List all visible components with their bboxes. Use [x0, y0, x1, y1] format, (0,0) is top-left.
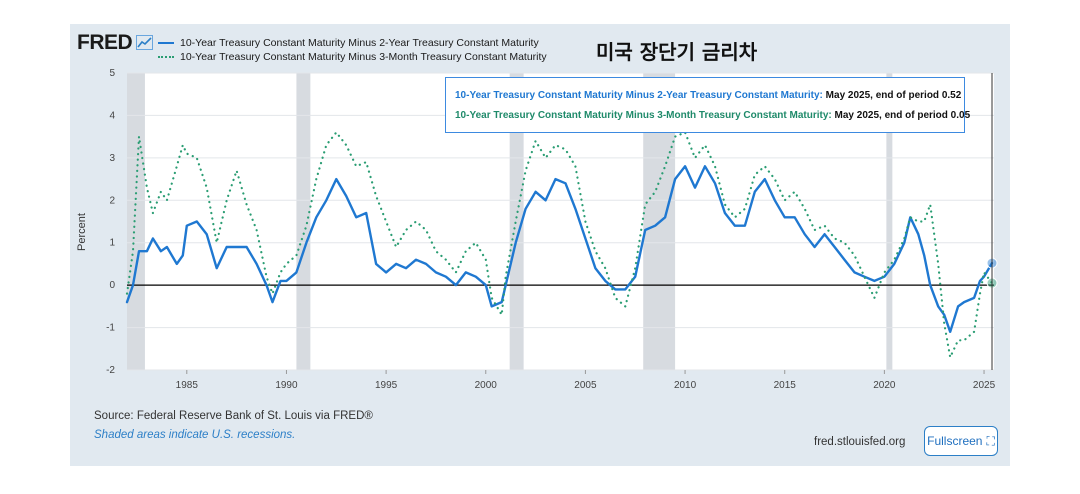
- recession-band: [509, 73, 524, 370]
- recession-band: [886, 73, 893, 370]
- x-tick-label: 2015: [774, 380, 797, 391]
- legend-label: 10-Year Treasury Constant Maturity Minus…: [180, 51, 547, 63]
- series-line-10y-2y[interactable]: [125, 165, 994, 333]
- fred-logo[interactable]: FRED: [77, 31, 133, 54]
- legend-item-series-b[interactable]: 10-Year Treasury Constant Maturity Minus…: [158, 50, 547, 64]
- legend-label: 10-Year Treasury Constant Maturity Minus…: [180, 37, 539, 49]
- y-axis-label: Percent: [76, 213, 88, 251]
- fullscreen-label: Fullscreen: [927, 434, 983, 448]
- tooltip-row-series-b: 10-Year Treasury Constant Maturity Minus…: [455, 106, 970, 126]
- x-tick-label: 2010: [674, 380, 697, 391]
- y-tick-label: 0: [109, 280, 115, 291]
- hover-tooltip: 10-Year Treasury Constant Maturity Minus…: [445, 77, 970, 133]
- tooltip-series-name: 10-Year Treasury Constant Maturity Minus…: [455, 90, 823, 101]
- recession-note-link[interactable]: Shaded areas indicate U.S. recessions.: [94, 429, 296, 441]
- site-link[interactable]: fred.stlouisfed.org: [814, 436, 906, 448]
- x-tick-label: 2000: [475, 380, 498, 391]
- y-tick-label: -2: [106, 365, 115, 376]
- tooltip-series-name: 10-Year Treasury Constant Maturity Minus…: [455, 110, 832, 121]
- korean-title: 미국 장단기 금리차: [596, 40, 758, 64]
- y-tick-label: 2: [109, 195, 115, 206]
- legend-swatch-dotted: [158, 56, 174, 58]
- series-line-10y-3m[interactable]: [125, 131, 994, 359]
- expand-icon: ⛶: [986, 433, 995, 448]
- x-tick-label: 2005: [574, 380, 597, 391]
- source-note: Source: Federal Reserve Bank of St. Loui…: [94, 410, 373, 422]
- legend-item-series-a[interactable]: 10-Year Treasury Constant Maturity Minus…: [158, 36, 547, 50]
- y-tick-label: 5: [109, 68, 115, 79]
- y-tick-label: 3: [109, 153, 115, 164]
- tooltip-row-series-a: 10-Year Treasury Constant Maturity Minus…: [455, 86, 964, 106]
- y-tick-label: -1: [106, 323, 115, 334]
- x-tick-label: 1995: [375, 380, 398, 391]
- y-tick-label: 4: [109, 110, 115, 121]
- x-tick-label: 2020: [873, 380, 896, 391]
- x-tick-label: 2025: [973, 380, 996, 391]
- x-tick-label: 1990: [275, 380, 298, 391]
- tooltip-series-value: May 2025, end of period 0.05: [834, 110, 971, 121]
- recession-band: [296, 73, 311, 370]
- chart-legend: 10-Year Treasury Constant Maturity Minus…: [158, 36, 547, 64]
- x-tick-label: 1985: [176, 380, 199, 391]
- legend-swatch-solid: [158, 42, 174, 44]
- line-chart-icon: [136, 35, 153, 50]
- y-tick-label: 1: [109, 238, 115, 249]
- fullscreen-button[interactable]: Fullscreen ⛶: [924, 426, 998, 456]
- recession-band: [127, 73, 145, 370]
- tooltip-series-value: May 2025, end of period 0.52: [825, 90, 962, 101]
